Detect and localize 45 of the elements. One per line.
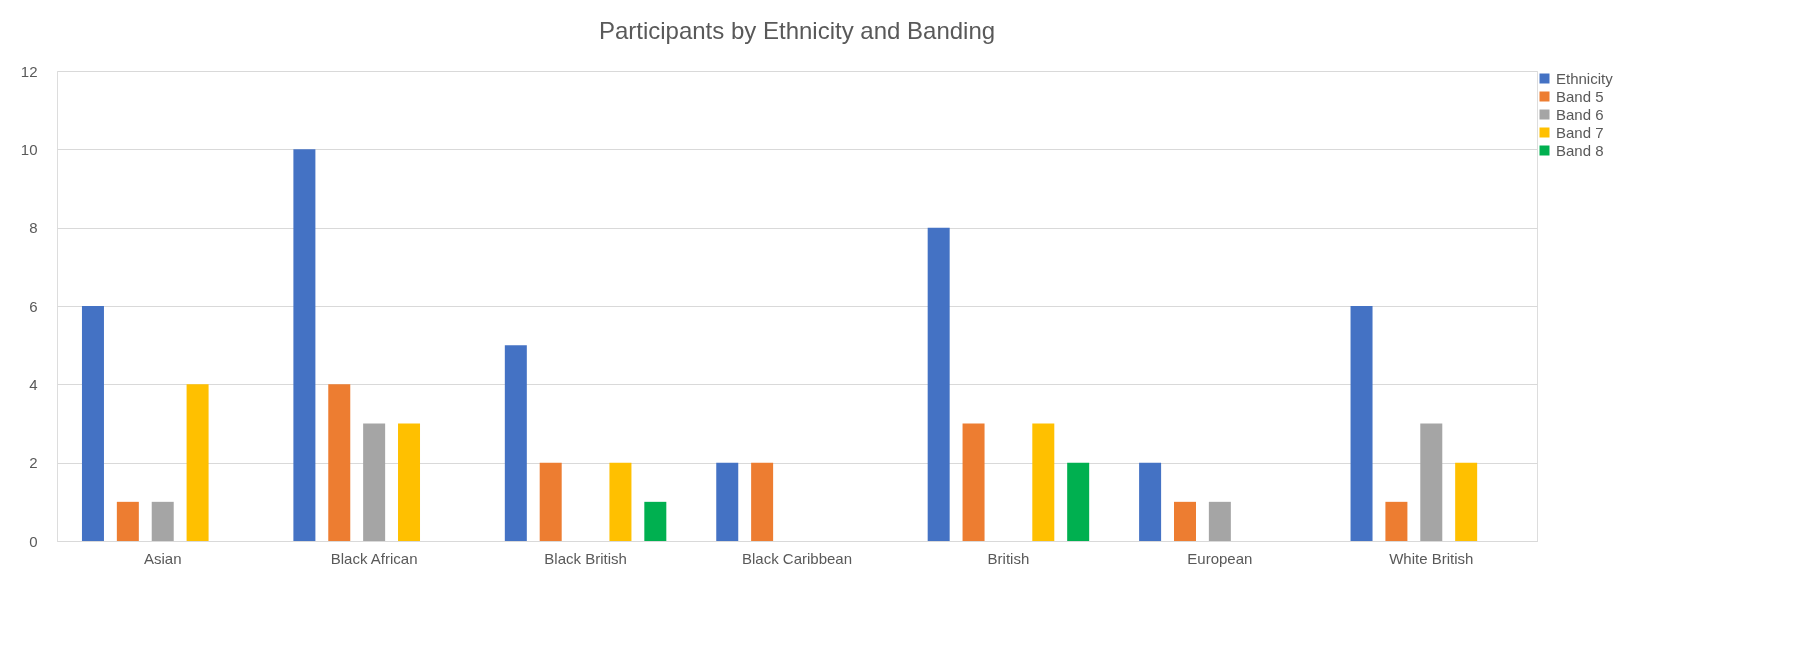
bar (644, 501, 667, 541)
x-tick-label: European (1187, 549, 1253, 567)
bar (927, 227, 950, 541)
x-tick-label: British (987, 549, 1030, 567)
y-tick-label: 8 (29, 219, 38, 237)
chart-title: Participants by Ethnicity and Banding (598, 17, 996, 44)
x-tick-label: White British (1389, 549, 1474, 567)
bar (116, 501, 139, 541)
legend-label: Band 7 (1556, 123, 1604, 141)
y-tick-label: 4 (29, 375, 38, 393)
bar (363, 423, 386, 541)
bar (962, 423, 985, 541)
legend-label: Ethnicity (1556, 69, 1614, 87)
bar (398, 423, 421, 541)
bar (1173, 501, 1196, 541)
legend-label: Band 8 (1556, 141, 1604, 159)
y-tick-label: 2 (29, 454, 38, 472)
y-tick-label: 10 (20, 140, 38, 158)
legend-label: Band 5 (1556, 87, 1604, 105)
y-tick-label: 12 (20, 62, 38, 80)
bar (1455, 462, 1478, 541)
y-tick-label: 6 (29, 297, 38, 315)
bar (1385, 501, 1408, 541)
bar (293, 149, 316, 541)
bar (151, 501, 174, 541)
bar (81, 306, 104, 541)
y-tick-label: 0 (29, 532, 38, 550)
bar (609, 462, 632, 541)
x-tick-label: Black Caribbean (741, 549, 853, 567)
bar (716, 462, 739, 541)
x-tick-label: Black African (330, 549, 418, 567)
bar (1420, 423, 1443, 541)
bar (1067, 462, 1090, 541)
bar (186, 384, 209, 541)
bar (328, 384, 351, 541)
bar (751, 462, 774, 541)
bar (504, 345, 527, 541)
bar (1032, 423, 1055, 541)
bar (1208, 501, 1231, 541)
legend-label: Band 6 (1556, 105, 1604, 123)
bar (1139, 462, 1162, 541)
x-tick-label: Black British (544, 549, 627, 567)
bar (539, 462, 562, 541)
bar (1350, 306, 1373, 541)
x-tick-label: Asian (143, 549, 182, 567)
